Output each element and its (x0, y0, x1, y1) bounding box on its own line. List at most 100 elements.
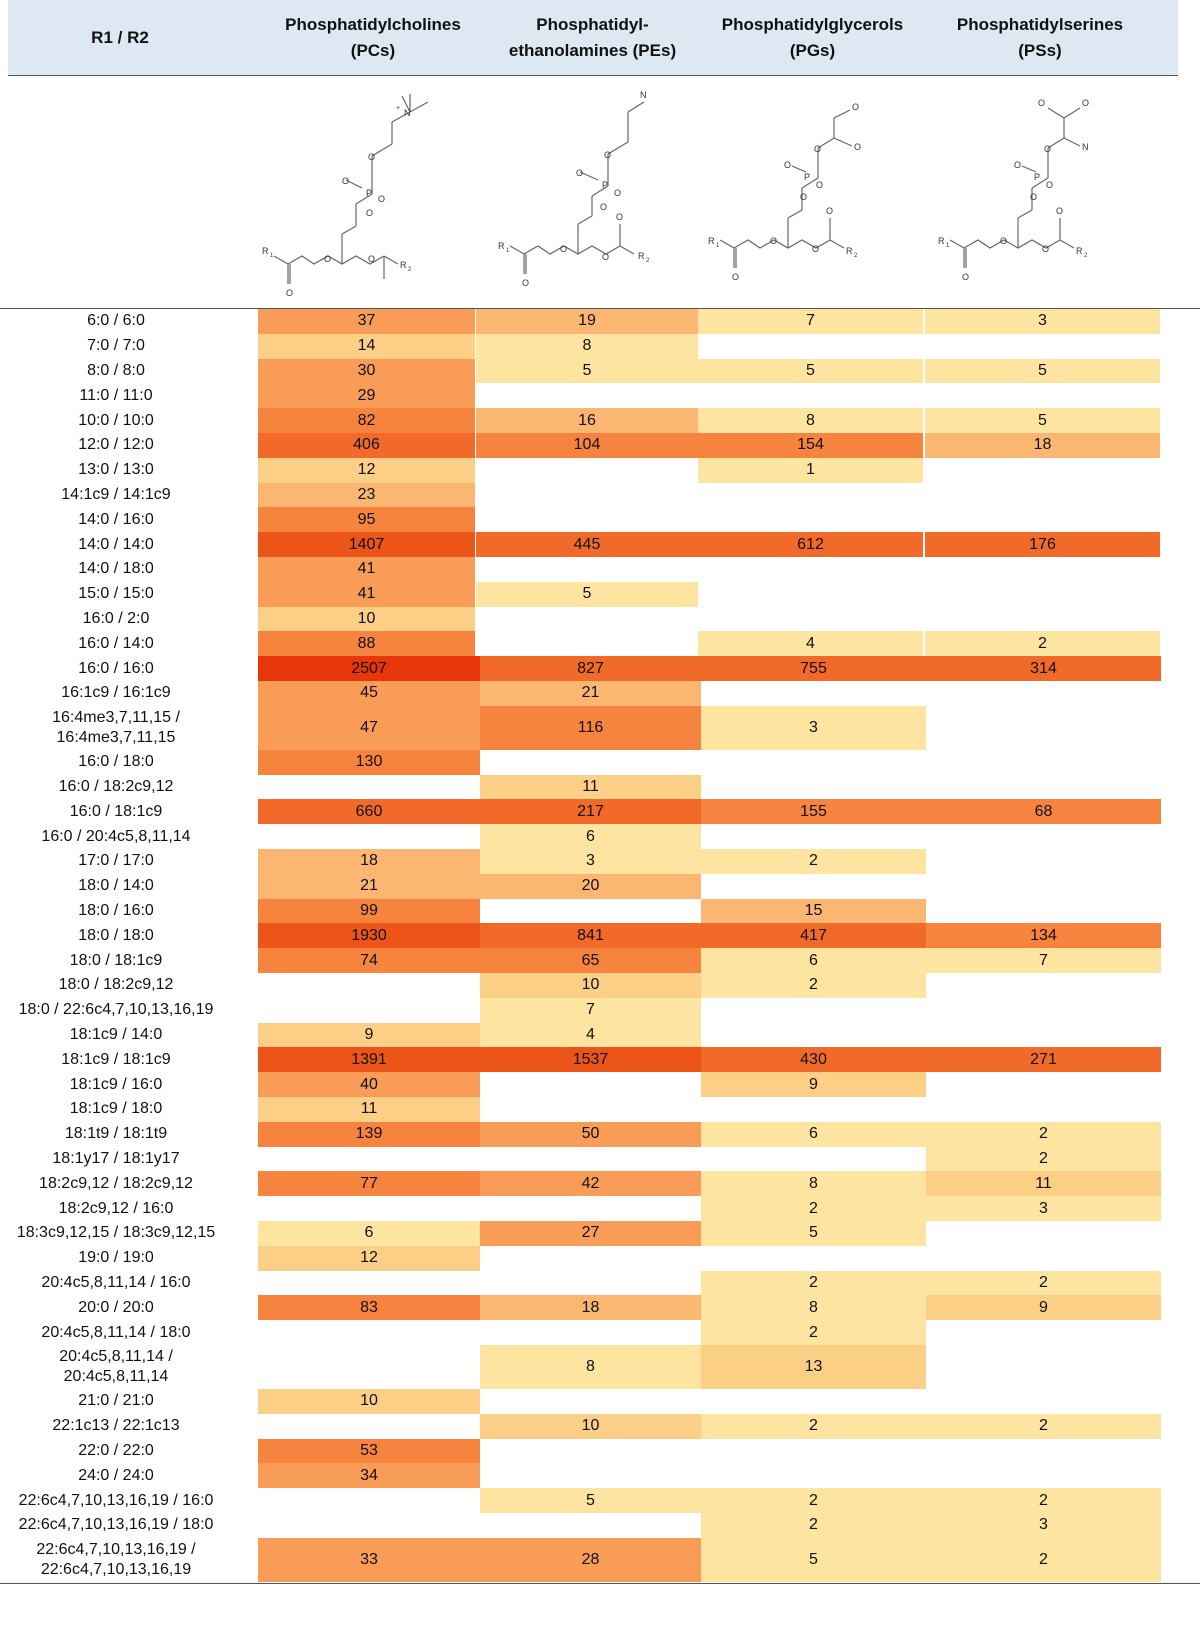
cell-pe: 116 (480, 705, 701, 750)
svg-text:O: O (1056, 206, 1063, 216)
svg-text:P: P (1034, 172, 1040, 182)
cell-pg: 4 (698, 631, 923, 657)
table-row: 16:0 / 14:0 88 4 2 (0, 631, 1200, 657)
cell-pg: 154 (698, 433, 923, 458)
header-pc: Phosphatidylcholines (PCs) (285, 14, 461, 60)
cell-pe: 16 (476, 408, 698, 433)
cell-pc: 6 (258, 1221, 480, 1246)
cell-pc: 12 (258, 1245, 480, 1271)
cell-pc: 82 (258, 408, 475, 433)
svg-text:2: 2 (1084, 253, 1088, 259)
cell-ps: 2 (926, 1537, 1161, 1582)
svg-text:O: O (616, 212, 623, 222)
table-row: 20:4c5,8,11,14 / 16:0 2 2 (0, 1270, 1200, 1296)
table-row: 10:0 / 10:0 82 16 8 5 (0, 408, 1200, 433)
table-row: 18:1t9 / 18:1t9 139 50 6 2 (0, 1121, 1200, 1147)
cell-pc: 88 (258, 631, 475, 657)
row-label: 15:0 / 15:0 (78, 585, 154, 603)
cell-pc: 1930 (258, 923, 480, 949)
cell-pc: 9 (258, 1022, 480, 1048)
svg-text:O: O (1042, 244, 1049, 254)
cell-pg: 6 (701, 1121, 926, 1147)
table-row: 14:1c9 / 14:1c9 23 (0, 482, 1200, 508)
cell-pg: 5 (701, 1537, 926, 1582)
row-label: 24:0 / 24:0 (78, 1466, 154, 1484)
cell-pg: 2 (701, 1513, 926, 1538)
row-label: 18:2c9,12 / 18:2c9,12 (39, 1174, 193, 1192)
table-row: 16:0 / 16:0 2507 827 755 314 (0, 656, 1200, 681)
row-label: 18:1c9 / 18:1c9 (61, 1050, 171, 1068)
row-label: 7:0 / 7:0 (87, 337, 145, 355)
cell-pg: 2 (701, 1196, 926, 1221)
row-label: 18:1t9 / 18:1t9 (64, 1125, 168, 1143)
cell-ps: 2 (926, 1146, 1161, 1172)
row-label: 20:0 / 20:0 (78, 1298, 154, 1316)
cell-pg: 430 (701, 1047, 926, 1073)
svg-text:O: O (600, 202, 607, 212)
svg-text:O: O (604, 150, 611, 160)
svg-text:O: O (366, 208, 373, 218)
table-row: 18:0 / 18:2c9,12 10 2 (0, 973, 1200, 998)
cell-pe: 18 (480, 1295, 701, 1321)
cell-pc: 33 (258, 1537, 480, 1582)
cell-ps: 3 (925, 309, 1160, 334)
table-row: 18:0 / 18:1c9 74 65 6 7 (0, 948, 1200, 973)
row-label: 18:0 / 14:0 (78, 877, 154, 895)
svg-text:2: 2 (854, 253, 858, 259)
cell-pe: 19 (476, 309, 698, 334)
table-row: 16:4me3,7,11,15 /16:4me3,7,11,15 47 116 3 (0, 705, 1200, 750)
cell-pc: 10 (258, 1389, 480, 1414)
cell-pg: 1 (698, 457, 923, 483)
row-label: 18:1c9 / 18:0 (69, 1100, 163, 1118)
cell-pe: 50 (480, 1121, 701, 1147)
row-label: 16:4me3,7,11,15 /16:4me3,7,11,15 (52, 708, 180, 746)
row-label: 18:0 / 22:6c4,7,10,13,16,19 (18, 1001, 214, 1019)
row-label: 14:1c9 / 14:1c9 (61, 485, 171, 503)
table-row: 22:6c4,7,10,13,16,19 / 18:0 2 3 (0, 1513, 1200, 1538)
row-label: 20:4c5,8,11,14 / 16:0 (41, 1273, 191, 1291)
cell-pc: 95 (258, 507, 475, 533)
cell-ps: 2 (926, 1121, 1161, 1147)
cell-ps: 2 (925, 631, 1160, 657)
cell-pe: 4 (480, 1022, 701, 1048)
row-label: 11:0 / 11:0 (79, 386, 153, 404)
row-label: 18:0 / 18:1c9 (69, 951, 163, 969)
cell-pg: 2 (701, 1413, 926, 1439)
table-row: 14:0 / 18:0 41 (0, 557, 1200, 582)
row-label: 16:0 / 18:1c9 (69, 802, 163, 820)
svg-text:P: P (366, 188, 372, 198)
table-row: 18:1c9 / 18:1c9 1391 1537 430 271 (0, 1047, 1200, 1073)
cell-ps: 7 (926, 948, 1161, 973)
cell-pc: 130 (258, 749, 480, 775)
cell-pe: 27 (480, 1221, 701, 1246)
table-row: 18:0 / 14:0 21 20 (0, 873, 1200, 899)
row-label: 12:0 / 12:0 (78, 436, 154, 454)
svg-text:O: O (576, 168, 583, 178)
table-row: 13:0 / 13:0 12 1 (0, 457, 1200, 483)
cell-pc: 40 (258, 1072, 480, 1097)
cell-pg: 612 (698, 532, 923, 557)
cell-pe: 5 (476, 358, 698, 384)
row-label: 22:6c4,7,10,13,16,19 /22:6c4,7,10,13,16,… (36, 1540, 196, 1578)
table-row: 18:1c9 / 18:0 11 (0, 1097, 1200, 1122)
cell-pg: 2 (701, 849, 926, 874)
table-row: 22:6c4,7,10,13,16,19 /22:6c4,7,10,13,16,… (0, 1537, 1200, 1582)
svg-text:O: O (342, 176, 349, 186)
cell-pc: 11 (258, 1097, 480, 1122)
row-label: 22:6c4,7,10,13,16,19 / 18:0 (18, 1516, 214, 1534)
svg-text:O: O (1000, 236, 1007, 246)
table-row: 16:0 / 2:0 10 (0, 606, 1200, 632)
cell-pc: 139 (258, 1121, 480, 1147)
svg-text:O: O (1030, 192, 1037, 202)
table-row: 12:0 / 12:0 406 104 154 18 (0, 433, 1200, 458)
cell-pg: 2 (701, 973, 926, 998)
cell-pe: 42 (480, 1171, 701, 1197)
table-row: 22:1c13 / 22:1c13 10 2 2 (0, 1413, 1200, 1439)
table-row: 20:4c5,8,11,14 /20:4c5,8,11,14 8 13 (0, 1345, 1200, 1389)
table-bottom-rule (0, 1582, 1200, 1585)
table-row: 21:0 / 21:0 10 (0, 1389, 1200, 1414)
table-row: 19:0 / 19:0 12 (0, 1245, 1200, 1271)
cell-pc: 77 (258, 1171, 480, 1197)
svg-text:O: O (854, 142, 861, 152)
svg-text:O: O (1046, 180, 1053, 190)
